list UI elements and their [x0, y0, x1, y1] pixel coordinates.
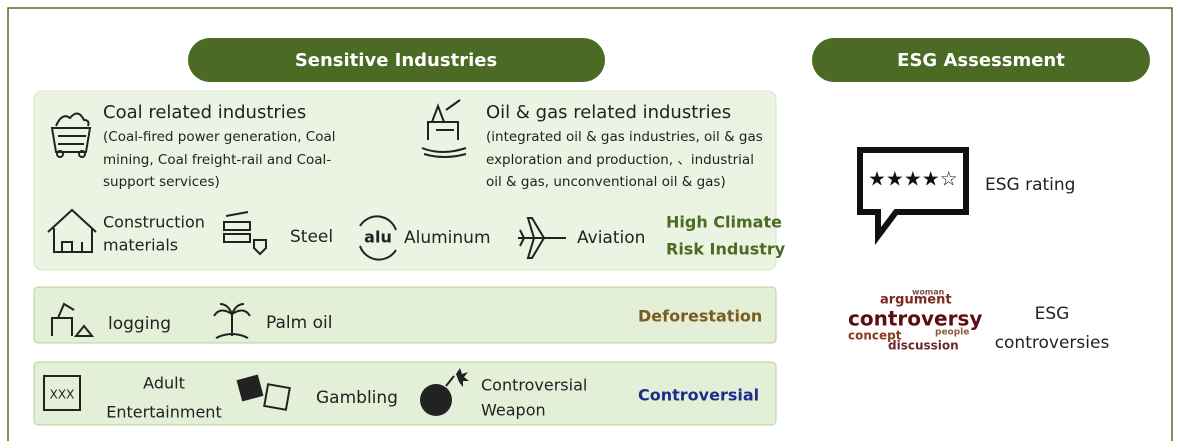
header-title: ESG Assessment — [897, 50, 1065, 71]
item: Gambling — [316, 388, 398, 408]
item-detail: mining, Coal freight-rail and Coal- — [103, 152, 331, 168]
cloud-word: concept — [848, 329, 902, 343]
icon-label: XXX — [50, 388, 75, 402]
cloud-word: discussion — [888, 339, 959, 353]
palm-icon — [213, 303, 251, 339]
logging-icon — [51, 302, 95, 337]
aluminum-icon: alu — [359, 215, 397, 261]
steel-icon — [223, 211, 267, 256]
bomb-icon — [420, 368, 469, 416]
item-title: Coal related industries — [103, 102, 306, 123]
item-detail: exploration and production, 、industrial — [486, 152, 754, 168]
cloud-word: people — [935, 328, 969, 338]
header-pill — [812, 38, 1150, 82]
aviation-icon — [518, 217, 566, 259]
word-cloud: argumentcontroversyconceptdiscussionpeop… — [848, 288, 982, 353]
item-detail: support services) — [103, 174, 220, 190]
controversial-panel — [33, 361, 777, 426]
category-label: Risk Industry — [666, 240, 786, 259]
item: Aviation — [577, 228, 645, 248]
item: Entertainment — [106, 403, 221, 422]
category-label: Deforestation — [638, 307, 762, 326]
adult-icon: XXX — [43, 375, 81, 411]
item: Aluminum — [404, 228, 491, 248]
item: materials — [103, 236, 178, 255]
cloud-word: controversy — [848, 307, 982, 331]
item: logging — [108, 314, 171, 334]
icon-label: alu — [364, 228, 392, 247]
esg-item: ESG rating — [985, 175, 1075, 195]
dice-icon — [236, 374, 291, 411]
item: Controversial — [481, 376, 587, 395]
category-label: High Climate — [666, 213, 782, 232]
item: Weapon — [481, 401, 546, 420]
esg-item: ESG — [1035, 304, 1070, 324]
item-detail: oil & gas, unconventional oil & gas) — [486, 174, 726, 190]
cloud-word: argument — [880, 293, 952, 308]
item-title: Oil & gas related industries — [486, 102, 731, 123]
header-title: Sensitive Industries — [295, 50, 497, 71]
rating-icon: ★★★★☆ — [857, 147, 969, 245]
deforestation-panel — [33, 286, 777, 344]
item-detail: (Coal-fired power generation, Coal — [103, 129, 336, 145]
item: Construction — [103, 213, 205, 232]
climate-panel — [33, 90, 777, 271]
header-pill — [188, 38, 605, 82]
esg-item: controversies — [995, 333, 1110, 353]
svg-text:★★★★☆: ★★★★☆ — [868, 167, 958, 191]
item: Steel — [290, 227, 333, 247]
construction-icon — [47, 208, 97, 253]
frame — [7, 7, 1173, 441]
item: Palm oil — [266, 313, 332, 333]
oil-icon — [421, 99, 467, 158]
item-detail: (integrated oil & gas industries, oil & … — [486, 129, 763, 145]
category-label: Controversial — [638, 386, 759, 405]
coal-icon — [50, 112, 92, 158]
item: Adult — [143, 374, 185, 393]
cloud-word: woman — [912, 288, 945, 297]
